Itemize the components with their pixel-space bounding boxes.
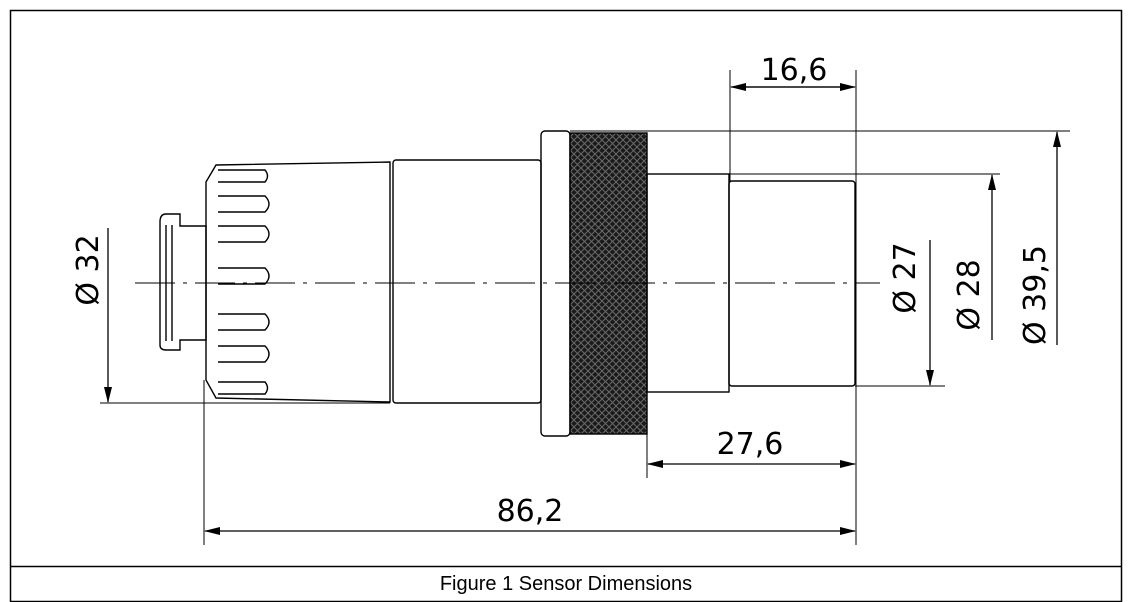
sensor-body: [393, 160, 541, 403]
figure-caption: Figure 1 Sensor Dimensions: [10, 567, 1122, 602]
nut-slots: [218, 170, 269, 394]
dim-label-28: Ø 28: [952, 259, 987, 330]
dim-label-86-2: 86,2: [497, 494, 564, 529]
dim-label-32: Ø 32: [71, 234, 106, 305]
dim-label-39-5: Ø 39,5: [1018, 245, 1053, 345]
connector-pin: [160, 214, 206, 350]
slotted-nut: [206, 162, 390, 402]
dim-label-27: Ø 27: [888, 242, 923, 313]
dim-label-16-6: 16,6: [761, 53, 828, 88]
dim-label-27-6: 27,6: [717, 427, 784, 462]
